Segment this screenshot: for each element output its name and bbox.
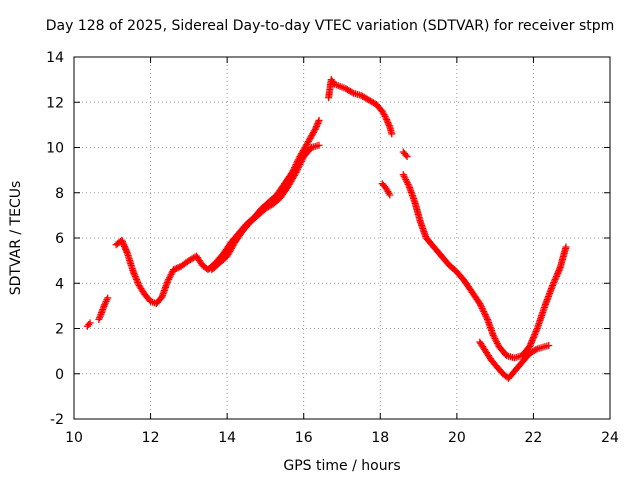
data-point — [294, 164, 302, 172]
data-point — [104, 294, 112, 302]
data-point — [315, 141, 323, 149]
data-point — [403, 177, 411, 185]
data-point — [165, 275, 173, 283]
data-point — [173, 264, 181, 272]
y-tick-label: 2 — [55, 322, 64, 338]
data-point — [292, 168, 300, 176]
y-tick-label: 14 — [46, 50, 64, 66]
data-point — [403, 179, 411, 187]
data-point — [477, 301, 485, 309]
data-point — [297, 159, 305, 167]
data-point — [479, 306, 487, 314]
data-point — [174, 264, 182, 272]
data-point — [291, 170, 299, 178]
data-point — [400, 172, 408, 180]
plot-frame — [73, 56, 611, 420]
data-point — [168, 269, 176, 277]
data-point — [492, 336, 500, 344]
data-point — [86, 319, 94, 327]
data-point — [482, 312, 490, 320]
x-tick-label: 16 — [295, 430, 313, 446]
data-point — [315, 116, 323, 124]
data-point — [478, 304, 486, 312]
data-point — [493, 339, 501, 347]
data-point — [404, 180, 412, 188]
data-point — [402, 151, 410, 159]
data-point — [164, 277, 172, 285]
y-axis-label: SDTVAR / TECUs — [8, 181, 24, 296]
data-point — [293, 167, 301, 175]
data-point — [294, 165, 302, 173]
data-point — [296, 160, 304, 168]
data-point — [348, 88, 356, 96]
x-tick-label: 24 — [601, 430, 619, 446]
data-point — [167, 271, 175, 279]
data-point — [297, 157, 305, 165]
data-point — [386, 191, 394, 199]
data-point — [490, 333, 498, 341]
data-point — [477, 303, 485, 311]
data-points — [83, 76, 570, 382]
data-point — [489, 331, 497, 339]
data-point — [532, 346, 540, 354]
data-point — [562, 243, 570, 251]
data-point — [545, 341, 553, 349]
x-tick-label: 14 — [218, 430, 236, 446]
grid-lines — [74, 57, 610, 419]
data-point — [493, 338, 501, 346]
data-point — [171, 265, 179, 273]
data-point — [399, 171, 407, 179]
x-tick-label: 10 — [65, 430, 83, 446]
y-tick-label: -2 — [50, 412, 64, 428]
x-tick-label: 22 — [525, 430, 543, 446]
data-point — [480, 309, 488, 317]
data-point — [310, 127, 318, 135]
x-axis-label: GPS time / hours — [283, 458, 400, 474]
data-point — [491, 335, 499, 343]
chart-title: Day 128 of 2025, Sidereal Day-to-day VTE… — [45, 18, 615, 34]
y-tick-label: 4 — [55, 276, 64, 292]
data-point — [402, 175, 410, 183]
y-tick-label: 8 — [55, 186, 64, 202]
y-tick-label: 0 — [55, 367, 64, 383]
x-tick-label: 20 — [448, 430, 466, 446]
x-tick-label: 12 — [142, 430, 160, 446]
x-tick-label: 18 — [371, 430, 389, 446]
data-point — [401, 174, 409, 182]
data-point — [85, 321, 93, 329]
data-point — [483, 314, 491, 322]
data-point — [170, 266, 178, 274]
data-point — [403, 153, 411, 161]
y-tick-label: 12 — [46, 95, 64, 111]
data-point — [295, 162, 303, 170]
data-point — [388, 130, 396, 138]
data-point — [476, 300, 484, 308]
data-point — [480, 308, 488, 316]
y-tick-label: 6 — [55, 231, 64, 247]
data-point — [298, 156, 306, 164]
y-tick-label: 10 — [46, 141, 64, 157]
data-point — [481, 311, 489, 319]
data-point — [166, 272, 174, 280]
data-point — [165, 274, 173, 282]
